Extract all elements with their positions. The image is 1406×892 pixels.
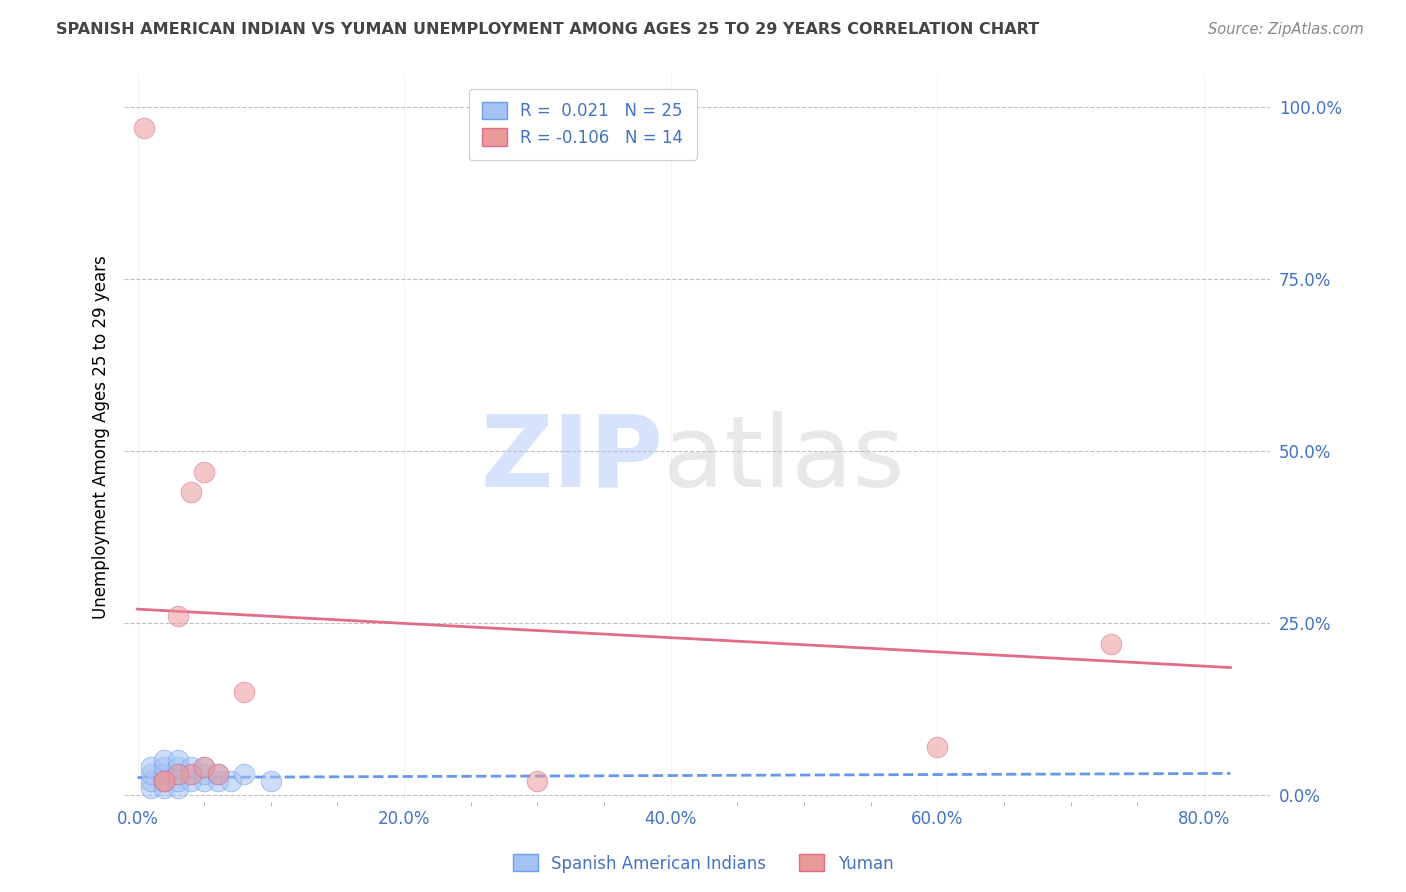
- Point: [233, 767, 256, 781]
- Point: [180, 485, 202, 500]
- Point: [139, 780, 162, 795]
- Point: [180, 767, 202, 781]
- Legend: R =  0.021   N = 25, R = -0.106   N = 14: R = 0.021 N = 25, R = -0.106 N = 14: [468, 88, 697, 160]
- Point: [526, 774, 548, 789]
- Point: [233, 684, 256, 698]
- Point: [180, 767, 202, 781]
- Point: [180, 760, 202, 774]
- Point: [166, 609, 188, 624]
- Point: [153, 753, 176, 767]
- Legend: Spanish American Indians, Yuman: Spanish American Indians, Yuman: [506, 847, 900, 880]
- Point: [260, 774, 283, 789]
- Point: [1099, 636, 1122, 650]
- Text: atlas: atlas: [664, 410, 904, 508]
- Point: [153, 767, 176, 781]
- Point: [166, 767, 188, 781]
- Point: [166, 774, 188, 789]
- Point: [207, 767, 229, 781]
- Text: Source: ZipAtlas.com: Source: ZipAtlas.com: [1208, 22, 1364, 37]
- Point: [153, 774, 176, 789]
- Text: SPANISH AMERICAN INDIAN VS YUMAN UNEMPLOYMENT AMONG AGES 25 TO 29 YEARS CORRELAT: SPANISH AMERICAN INDIAN VS YUMAN UNEMPLO…: [56, 22, 1039, 37]
- Point: [139, 767, 162, 781]
- Point: [153, 774, 176, 789]
- Point: [193, 760, 215, 774]
- Point: [219, 774, 242, 789]
- Text: ZIP: ZIP: [479, 410, 664, 508]
- Point: [153, 780, 176, 795]
- Point: [153, 774, 176, 789]
- Point: [134, 120, 156, 135]
- Point: [166, 753, 188, 767]
- Point: [166, 767, 188, 781]
- Point: [193, 774, 215, 789]
- Point: [207, 767, 229, 781]
- Point: [193, 465, 215, 479]
- Point: [193, 760, 215, 774]
- Point: [207, 774, 229, 789]
- Point: [139, 760, 162, 774]
- Point: [139, 774, 162, 789]
- Point: [927, 739, 949, 754]
- Point: [193, 767, 215, 781]
- Y-axis label: Unemployment Among Ages 25 to 29 years: Unemployment Among Ages 25 to 29 years: [93, 255, 110, 619]
- Point: [153, 760, 176, 774]
- Point: [180, 774, 202, 789]
- Point: [166, 760, 188, 774]
- Point: [166, 780, 188, 795]
